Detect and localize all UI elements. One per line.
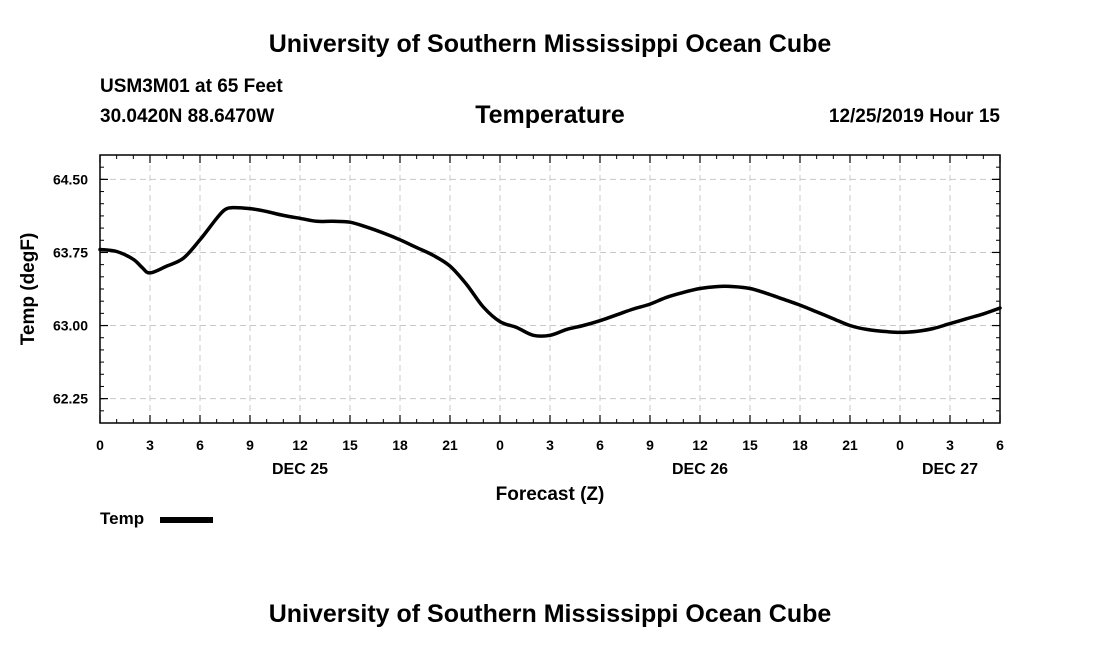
x-tick-label: 12 bbox=[692, 437, 708, 453]
x-tick-label: 0 bbox=[896, 437, 904, 453]
variable-title: Temperature bbox=[475, 101, 625, 129]
x-tick-label: 6 bbox=[196, 437, 204, 453]
x-date-label: DEC 25 bbox=[272, 461, 328, 478]
x-tick-label: 3 bbox=[146, 437, 154, 453]
grid-lines bbox=[100, 155, 1000, 423]
x-tick-label: 9 bbox=[646, 437, 654, 453]
y-tick-label: 63.00 bbox=[53, 318, 88, 334]
y-tick-label: 63.75 bbox=[53, 244, 88, 260]
x-tick-label: 3 bbox=[946, 437, 954, 453]
x-tick-label: 18 bbox=[392, 437, 408, 453]
x-tick-label: 6 bbox=[996, 437, 1004, 453]
x-tick-label: 15 bbox=[342, 437, 358, 453]
legend-label: Temp bbox=[100, 509, 145, 528]
chart-title-bottom: University of Southern Mississippi Ocean… bbox=[268, 600, 832, 628]
x-tick-label: 3 bbox=[546, 437, 554, 453]
timestamp-label: 12/25/2019 Hour 15 bbox=[828, 106, 1000, 127]
y-tick-label: 64.50 bbox=[53, 171, 88, 187]
series-layer bbox=[98, 205, 1002, 338]
x-axis-label: Forecast (Z) bbox=[496, 484, 605, 505]
coordinates-label: 30.0420N 88.6470W bbox=[100, 106, 275, 127]
x-tick-label: 0 bbox=[496, 437, 504, 453]
x-tick-label: 0 bbox=[96, 437, 104, 453]
x-tick-label: 21 bbox=[442, 437, 458, 453]
y-tick-label: 62.25 bbox=[53, 391, 88, 407]
chart-title-top: University of Southern Mississippi Ocean… bbox=[268, 30, 832, 58]
y-axis-label: Temp (degF) bbox=[18, 233, 39, 346]
x-date-label: DEC 26 bbox=[672, 461, 728, 478]
x-tick-label: 15 bbox=[742, 437, 758, 453]
legend-line-swatch bbox=[160, 517, 213, 523]
axes: 0 3 6 9 12 15 18 21 0 3 6 9 12 15 18 21 0 3 6 DEC 25 DEC 26 D… bbox=[53, 154, 1004, 478]
x-tick-label: 21 bbox=[842, 437, 858, 453]
x-date-label: DEC 27 bbox=[922, 461, 978, 478]
x-tick-label: 6 bbox=[596, 437, 604, 453]
x-tick-label: 18 bbox=[792, 437, 808, 453]
station-label: USM3M01 at 65 Feet bbox=[100, 76, 283, 97]
temp-series-line bbox=[98, 205, 1002, 338]
x-tick-label: 12 bbox=[292, 437, 308, 453]
x-tick-label: 9 bbox=[246, 437, 254, 453]
